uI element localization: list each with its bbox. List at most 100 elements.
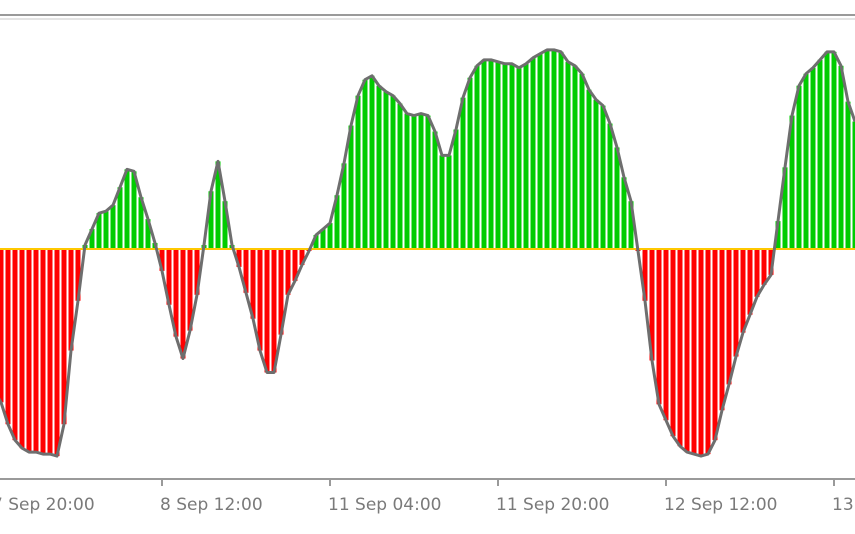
bar xyxy=(446,155,452,249)
bar xyxy=(278,249,284,335)
bar xyxy=(607,123,613,249)
bar xyxy=(54,249,60,457)
bar xyxy=(796,85,802,249)
bar xyxy=(614,147,620,249)
bar xyxy=(740,249,746,333)
bar xyxy=(250,249,256,319)
bar xyxy=(705,249,711,455)
bar xyxy=(334,195,340,249)
bar xyxy=(299,249,305,265)
bar xyxy=(194,249,200,295)
bar xyxy=(180,249,186,359)
bar xyxy=(747,249,753,315)
bar xyxy=(642,249,648,301)
bar xyxy=(0,249,4,403)
x-tick-label: 11 Sep 04:00 xyxy=(328,495,441,515)
bar xyxy=(320,229,326,249)
bar xyxy=(285,249,291,295)
bar xyxy=(558,51,564,249)
bar xyxy=(628,201,634,249)
bar xyxy=(838,65,844,249)
bar xyxy=(488,59,494,250)
bar xyxy=(460,97,466,250)
bar xyxy=(292,249,298,281)
bar xyxy=(810,67,816,249)
bar xyxy=(355,95,361,250)
bar xyxy=(215,161,221,249)
bar xyxy=(411,115,417,249)
bar xyxy=(726,249,732,385)
bar xyxy=(754,249,760,297)
bar xyxy=(698,249,704,457)
bar xyxy=(33,249,39,453)
bar xyxy=(775,221,781,249)
bar xyxy=(551,49,557,249)
bar xyxy=(789,115,795,249)
bar xyxy=(26,249,32,453)
bar xyxy=(572,65,578,249)
bar xyxy=(327,223,333,249)
bar xyxy=(131,171,137,249)
bar xyxy=(341,163,347,249)
bar xyxy=(656,249,662,405)
bar xyxy=(369,75,375,249)
bar xyxy=(453,129,459,249)
bar xyxy=(89,229,95,249)
bar xyxy=(75,249,81,301)
bar xyxy=(817,59,823,250)
bar xyxy=(313,235,319,249)
x-tick-label: 13 Sep 04:00 xyxy=(832,495,855,515)
bar xyxy=(565,61,571,250)
bar xyxy=(404,113,410,249)
bar xyxy=(649,249,655,361)
bar xyxy=(12,249,18,441)
bar xyxy=(222,201,228,249)
bar xyxy=(236,249,242,267)
bar xyxy=(425,115,431,249)
bar xyxy=(684,249,690,453)
bar xyxy=(187,249,193,331)
x-tick-label: 8 Sep 12:00 xyxy=(160,495,263,515)
bar xyxy=(467,77,473,249)
bar xyxy=(103,211,109,249)
bar xyxy=(677,249,683,447)
bar xyxy=(761,249,767,285)
bar xyxy=(593,99,599,249)
x-tick-label: 7 Sep 20:00 xyxy=(0,495,95,515)
bar xyxy=(264,249,270,373)
bar xyxy=(117,187,123,249)
bar xyxy=(348,125,354,249)
bar xyxy=(544,49,550,249)
bar xyxy=(530,57,536,250)
bar xyxy=(831,51,837,249)
bar xyxy=(19,249,25,449)
bar xyxy=(782,167,788,249)
bar xyxy=(537,53,543,249)
outline xyxy=(0,48,855,458)
bar xyxy=(495,61,501,250)
bar xyxy=(481,59,487,250)
bar xyxy=(502,63,508,249)
bar xyxy=(523,63,529,249)
bar xyxy=(474,65,480,249)
bar xyxy=(271,249,277,373)
bar xyxy=(691,249,697,455)
bar xyxy=(5,249,11,425)
bar xyxy=(257,249,263,351)
bar xyxy=(173,249,179,337)
bar xyxy=(376,85,382,249)
bar xyxy=(124,169,130,249)
bar xyxy=(390,95,396,250)
bar xyxy=(516,67,522,249)
bar xyxy=(40,249,46,455)
bar xyxy=(138,197,144,249)
bar xyxy=(600,105,606,249)
bar xyxy=(362,79,368,249)
bar xyxy=(166,249,172,305)
bar xyxy=(852,121,855,249)
bar xyxy=(733,249,739,357)
bar xyxy=(96,213,102,249)
bar xyxy=(383,91,389,250)
